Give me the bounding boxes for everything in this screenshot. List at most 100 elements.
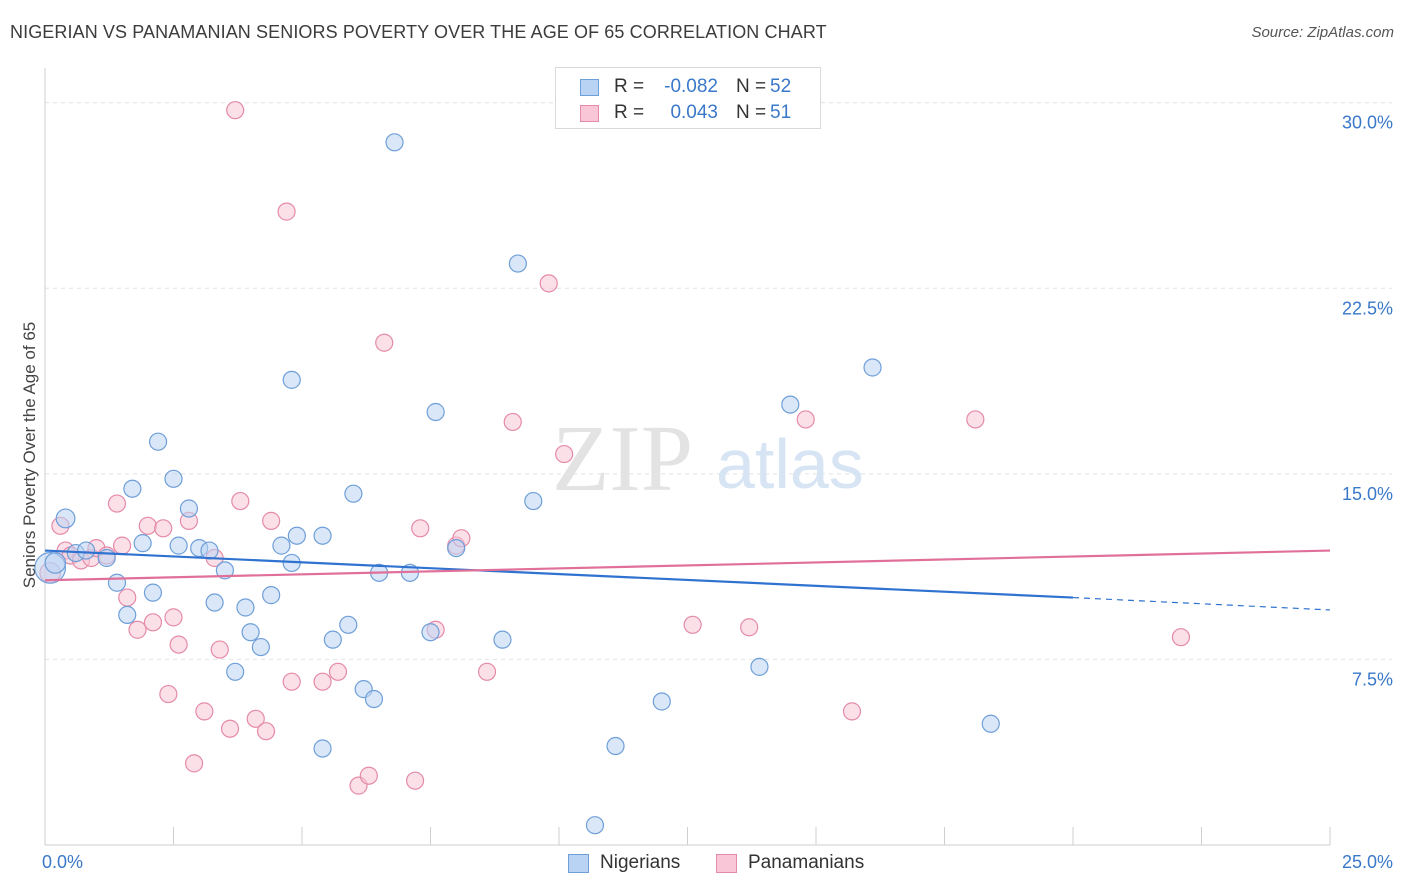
y-axis-title: Seniors Poverty Over the Age of 65 [20, 321, 39, 589]
legend-n-value: 51 [770, 102, 792, 123]
y-tick-label: 30.0% [1342, 113, 1393, 133]
y-tick-label: 7.5% [1352, 669, 1393, 689]
panamanian-point [169, 635, 188, 654]
nigerian-point [200, 541, 219, 560]
panamanian-point [539, 274, 558, 293]
nigerian-point [226, 662, 245, 681]
legend-n-label: N = [736, 76, 767, 97]
panamanian-point [128, 620, 147, 639]
nigerian-point [781, 395, 800, 414]
legend-r-label: R = [614, 76, 645, 97]
nigerian-point [981, 714, 1000, 733]
panamanian-point [118, 588, 137, 607]
panamanian-point [220, 719, 240, 738]
points-layer [34, 101, 1191, 835]
panamanian-point [231, 491, 250, 511]
nigerian-point [123, 479, 142, 498]
panamanian-point [359, 766, 378, 785]
nigerian-point [447, 538, 466, 558]
nigerian-point [493, 630, 512, 649]
panamanian-point [277, 202, 296, 221]
panamanian-point [405, 771, 425, 790]
nigerian-point [55, 508, 76, 529]
nigerian-point [323, 630, 342, 649]
panamanian-point [313, 672, 332, 691]
nigerian-point [241, 623, 260, 642]
nigerian-point [251, 637, 270, 657]
panamanian-point [154, 519, 173, 538]
axis-layer [44, 68, 1331, 846]
panamanian-point [503, 412, 522, 432]
bottom-legend-label-panamanians: Panamanians [748, 852, 865, 873]
nigerian-point [287, 526, 306, 545]
correlation-legend: R = -0.082 N = 52 R = 0.043 N = 51 [555, 67, 821, 129]
panamanian-point [210, 640, 229, 659]
panamanian-point [1171, 628, 1191, 647]
nigerian-point [148, 432, 168, 451]
nigerian-point [215, 561, 234, 580]
nigerian-point [272, 536, 291, 555]
legend-r-value: -0.082 [664, 76, 718, 97]
nigerian-point [205, 593, 224, 612]
nigerian-point [385, 133, 404, 152]
nigerian-point [313, 739, 332, 758]
nigerian-point [524, 491, 543, 511]
nigerian-point [262, 586, 281, 605]
nigerian-point [421, 623, 440, 642]
nigerian-point [339, 615, 358, 634]
nigerian-point [508, 254, 527, 273]
nigerian-point [107, 573, 127, 592]
panamanian-point [411, 519, 430, 538]
y-tick-label: 15.0% [1342, 484, 1393, 504]
legend-r-value: 0.043 [670, 102, 718, 123]
trend-layer [44, 549, 1331, 611]
panamanian-point [740, 618, 759, 637]
panamanian-point [477, 662, 497, 681]
nigerian-point [863, 358, 882, 377]
watermark: ZIP atlas [552, 407, 864, 511]
nigerian-point [313, 526, 332, 545]
nigerian-point [606, 736, 625, 756]
nigerian-point [652, 692, 671, 711]
bottom-legend-swatch-nigerians [568, 854, 589, 873]
panamanian-point [112, 536, 132, 555]
nigerian-point [118, 605, 137, 625]
panamanian-point [282, 672, 301, 691]
panamanian-point [256, 722, 276, 741]
nigerian-point [44, 552, 67, 574]
nigerian-point [344, 484, 363, 503]
chart-source: Source: ZipAtlas.com [1251, 24, 1394, 41]
panamanian-point [138, 516, 157, 535]
nigerian-trend-line [44, 549, 1074, 599]
nigerian-point [426, 402, 445, 422]
panamanian-trend-line [44, 549, 1331, 582]
nigerian-point [282, 370, 301, 389]
panamanian-point [195, 702, 214, 721]
bottom-legend-swatch-panamanians [716, 854, 737, 873]
nigerian-point [164, 469, 183, 488]
panamanian-point [226, 101, 245, 120]
panamanian-point [966, 410, 985, 429]
panamanian-point [107, 494, 127, 513]
panamanian-point [246, 709, 265, 728]
panamanian-point [164, 608, 183, 627]
nigerian-point [236, 598, 255, 617]
legend-swatch-nigerians [580, 79, 599, 96]
panamanian-point [842, 702, 862, 721]
panamanian-point [262, 511, 281, 530]
nigerian-point [750, 657, 769, 676]
nigerian-point [364, 689, 384, 709]
y-tick-label: 22.5% [1342, 298, 1393, 318]
panamanian-point [683, 615, 702, 634]
chart-title: NIGERIAN VS PANAMANIAN SENIORS POVERTY O… [10, 22, 827, 42]
panamanian-point [328, 662, 348, 681]
panamanian-point [796, 410, 815, 429]
nigerian-point [77, 541, 96, 560]
watermark-atlas: atlas [716, 425, 864, 503]
legend-n-label: N = [736, 102, 767, 123]
panamanian-point [184, 754, 204, 773]
legend-swatch-panamanians [580, 105, 599, 122]
nigerian-point [169, 536, 188, 555]
panamanian-point [555, 444, 574, 464]
